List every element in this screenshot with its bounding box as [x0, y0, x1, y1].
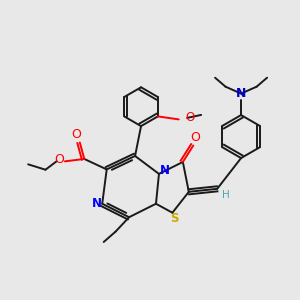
Text: N: N: [160, 164, 170, 177]
Text: H: H: [222, 190, 230, 200]
Text: O: O: [185, 111, 195, 124]
Text: N: N: [92, 197, 102, 210]
Text: O: O: [54, 153, 64, 166]
Text: N: N: [236, 87, 246, 100]
Text: O: O: [71, 128, 81, 141]
Text: O: O: [190, 131, 200, 144]
Text: S: S: [169, 212, 178, 225]
